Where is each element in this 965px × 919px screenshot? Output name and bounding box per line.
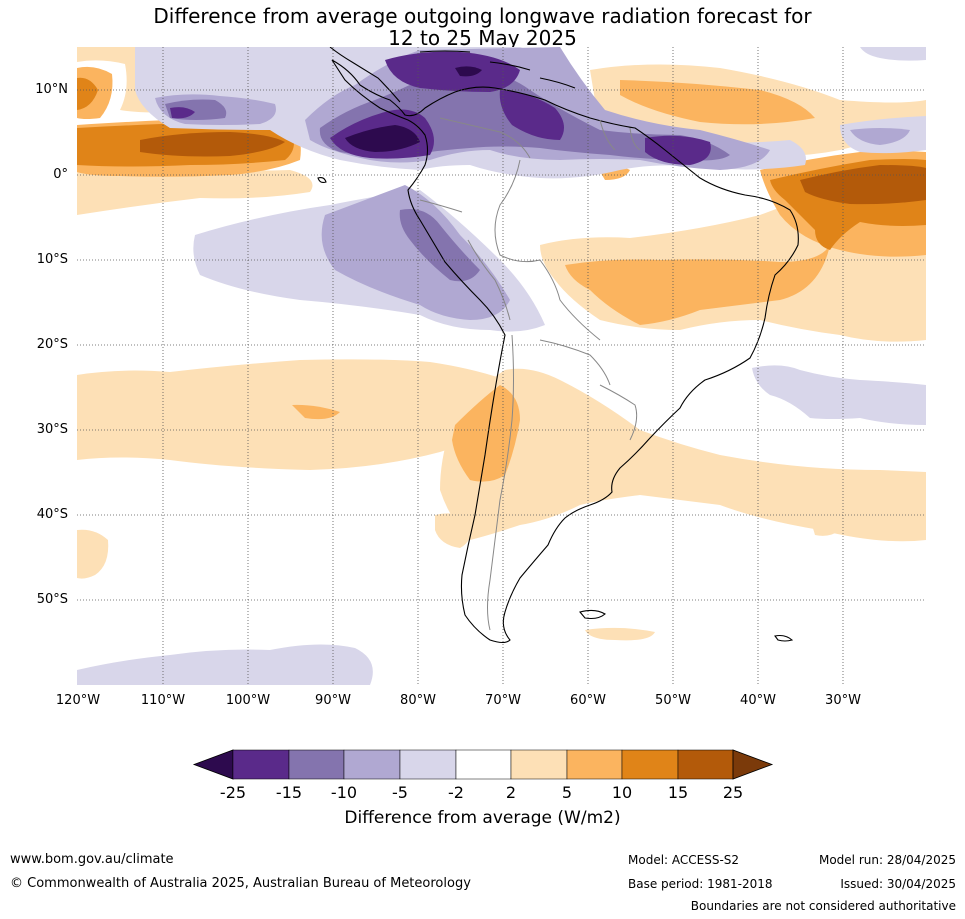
anomaly-region-light-orange-argentina: [440, 368, 926, 542]
anomaly-region-very-light-purple-south-atlantic: [752, 365, 926, 425]
anomaly-region-darkest-purple-caribbean: [455, 66, 482, 77]
colorbar-tick-9: 25: [722, 783, 744, 802]
lon-label-120w: 120°W: [55, 693, 101, 708]
colorbar-tick-1: -15: [275, 783, 303, 802]
lat-label-40s: 40°S: [36, 507, 68, 522]
footer-disclaimer: Boundaries are not considered authoritat…: [690, 899, 956, 913]
lat-label-10s: 10°S: [36, 252, 68, 267]
anomaly-region-brown-pacific: [140, 132, 285, 157]
lon-label-50w: 50°W: [655, 693, 691, 708]
footer-copyright: © Commonwealth of Australia 2025, Austra…: [10, 876, 471, 891]
anomaly-region-medium-purple-andes: [399, 209, 480, 282]
colorbar-segment-7: [621, 749, 679, 780]
border-peru-bolivia: [467, 239, 511, 321]
south-america-coastline: [331, 59, 799, 644]
anomaly-region-orange-chile: [452, 385, 520, 482]
border-brazil-west: [494, 159, 601, 341]
caribbean-islands: [419, 50, 576, 89]
lon-label-90w: 90°W: [315, 693, 351, 708]
lon-label-100w: 100°W: [225, 693, 271, 708]
colorbar-tick-5: 2: [505, 783, 517, 802]
anomaly-region-dark-purple-caribbean: [385, 51, 520, 92]
footer-website-link[interactable]: www.bom.gov.au/climate: [10, 852, 174, 867]
anomaly-region-orange-central-brazil: [565, 245, 830, 325]
anomaly-region-light-orange-southeast: [812, 524, 840, 536]
anomaly-region-light-orange-south-atlantic-west: [77, 529, 109, 579]
anomaly-region-light-orange-patagonia: [435, 513, 472, 548]
colorbar-segment-0: [232, 749, 290, 780]
colorbar-segment-4: [455, 749, 512, 780]
colorbar-segment-2: [343, 749, 401, 780]
border-bolivia-paraguay: [539, 339, 611, 386]
anomaly-region-light-orange-south-pacific: [77, 359, 510, 470]
map-title-line-1: Difference from average outgoing longwav…: [153, 4, 812, 28]
colorbar-extend-low: [192, 749, 234, 780]
falkland-islands: [579, 609, 606, 620]
anomaly-region-orange-atlantic-north: [620, 80, 815, 125]
anomaly-region-brown-atlantic: [800, 165, 926, 205]
anomaly-region-darkest-purple-colombia: [345, 125, 420, 152]
colorbar-segment-5: [510, 749, 568, 780]
anomaly-region-light-orange-falklands: [585, 627, 655, 641]
lat-label-50s: 50°S: [36, 592, 68, 607]
colorbar-tick-0: -25: [219, 783, 247, 802]
lat-label-0: 0°: [53, 167, 68, 182]
lon-label-110w: 110°W: [140, 693, 186, 708]
anomaly-region-dark-purple-venezuela: [499, 90, 564, 140]
anomaly-region-very-light-purple-south-pacific: [77, 644, 373, 685]
anomaly-region-light-purple-pacific: [321, 185, 510, 320]
olr-anomaly-map: [77, 47, 926, 685]
colorbar-tick-7: 10: [611, 783, 633, 802]
footer-issued: Issued: 30/04/2025: [840, 877, 956, 891]
footer-base-period: Base period: 1981-2018: [628, 877, 773, 891]
border-argentina-brazil: [599, 384, 638, 441]
colorbar-tick-8: 15: [667, 783, 689, 802]
colorbar-tick-4: -2: [448, 783, 464, 802]
border-guianas: [599, 119, 641, 151]
lon-label-60w: 60°W: [570, 693, 606, 708]
anomaly-region-dark-purple-guianas: [645, 135, 711, 165]
colorbar-tick-6: 5: [561, 783, 573, 802]
colorbar-label: Difference from average (W/m2): [344, 808, 621, 828]
border-argentina-chile: [487, 334, 514, 631]
colorbar-segments: [192, 749, 774, 780]
anomaly-field: [77, 47, 926, 685]
footer-model: Model: ACCESS-S2: [628, 853, 740, 867]
lat-label-20s: 20°S: [36, 337, 68, 352]
map-title-line-2: 12 to 25 May 2025: [388, 26, 577, 50]
footer-model-run: Model run: 28/04/2025: [818, 853, 956, 867]
lon-label-40w: 40°W: [740, 693, 776, 708]
colorbar-tick-2: -10: [330, 783, 358, 802]
country-borders: [419, 117, 641, 631]
galapagos: [317, 176, 327, 184]
colorbar-segment-8: [677, 749, 734, 780]
colorbar-extend-high: [732, 749, 774, 780]
anomaly-region-light-purple-atlantic: [850, 128, 910, 145]
lat-label-30s: 30°S: [36, 422, 68, 437]
graticule: [77, 47, 926, 685]
colorbar-segment-3: [399, 749, 457, 780]
anomaly-region-dark-purple-west: [170, 107, 195, 119]
colorbar-segment-6: [566, 749, 623, 780]
lon-label-80w: 80°W: [400, 693, 436, 708]
lon-label-30w: 30°W: [825, 693, 861, 708]
south-georgia: [774, 634, 794, 642]
lat-label-10n: 10°N: [35, 82, 68, 97]
anomaly-region-dark-orange-northwest: [77, 77, 98, 110]
lon-label-70w: 70°W: [485, 693, 521, 708]
colorbar-tick-3: -5: [392, 783, 408, 802]
anomaly-region-very-light-purple-far-north: [860, 47, 926, 61]
border-colombia-venezuela: [439, 117, 531, 159]
anomaly-region-orange-south-pacific: [292, 404, 340, 420]
border-ecuador-peru: [419, 199, 463, 213]
colorbar-segment-1: [288, 749, 345, 780]
